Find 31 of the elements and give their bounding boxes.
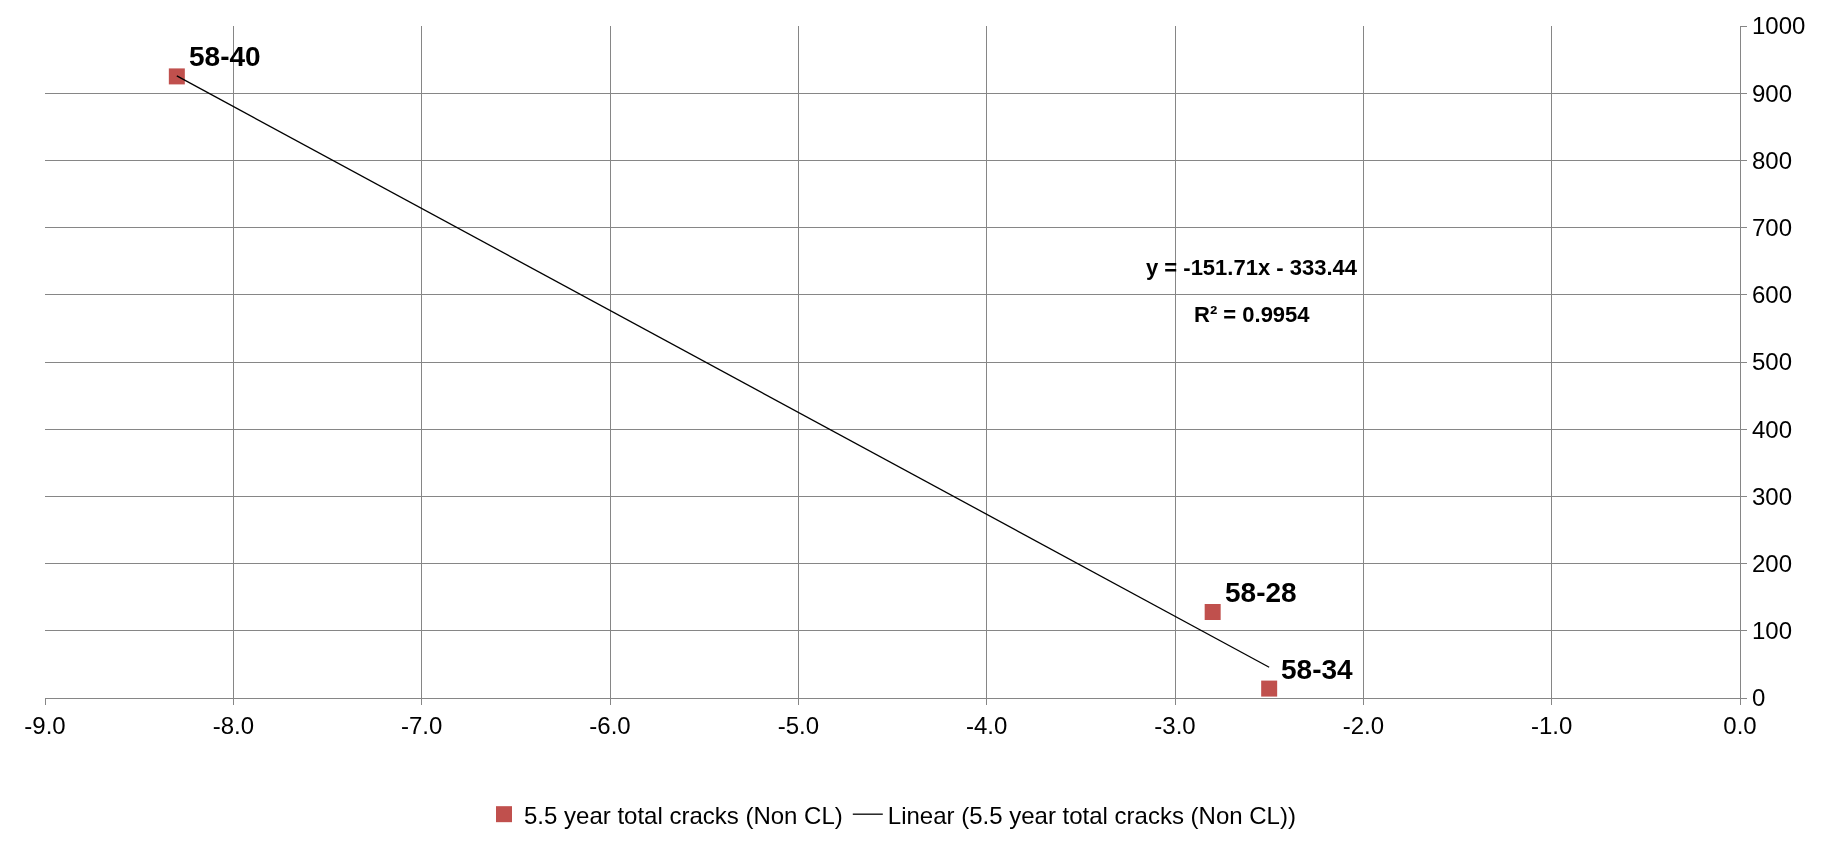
annotation: 58-40	[189, 41, 261, 72]
x-tick-label: -6.0	[589, 711, 631, 739]
annotation: R² = 0.9954	[1194, 302, 1311, 327]
y-tick-label: 800	[1751, 146, 1792, 174]
y-tick-label: 1000	[1751, 12, 1806, 40]
x-tick-label: -4.0	[965, 711, 1008, 739]
annotation: 58-34	[1281, 654, 1354, 685]
x-tick-label: -1.0	[1530, 711, 1573, 739]
y-tick-label: 600	[1751, 281, 1792, 309]
annotation: y = -151.71x - 333.44	[1146, 255, 1358, 280]
x-tick-label: -5.0	[777, 711, 820, 739]
x-tick-label: 0.0	[1723, 711, 1757, 739]
point	[1204, 603, 1221, 620]
x-tick-label: -3.0	[1154, 711, 1196, 739]
y-tick-label: 400	[1751, 415, 1792, 443]
annotation: 58-28	[1225, 577, 1297, 608]
x-tick-label: -9.0	[24, 711, 66, 739]
y-tick-label: 0	[1751, 684, 1766, 712]
x-tick-label: -2.0	[1342, 711, 1385, 739]
y-tick-label: 100	[1751, 617, 1792, 645]
legend-label: 5.5 year total cracks (Non CL)	[524, 801, 843, 829]
y-tick-label: 200	[1751, 550, 1792, 577]
x-tick-label: -7.0	[400, 711, 443, 739]
point	[1261, 680, 1278, 697]
point	[168, 68, 185, 85]
y-tick-label: 500	[1751, 348, 1792, 376]
x-tick-label: -8.0	[212, 711, 255, 739]
y-tick-label: 300	[1751, 482, 1792, 510]
y-tick-label: 700	[1751, 214, 1792, 241]
legend-label: Linear (5.5 year total cracks (Non CL))	[887, 801, 1296, 829]
y-tick-label: 900	[1751, 79, 1792, 107]
